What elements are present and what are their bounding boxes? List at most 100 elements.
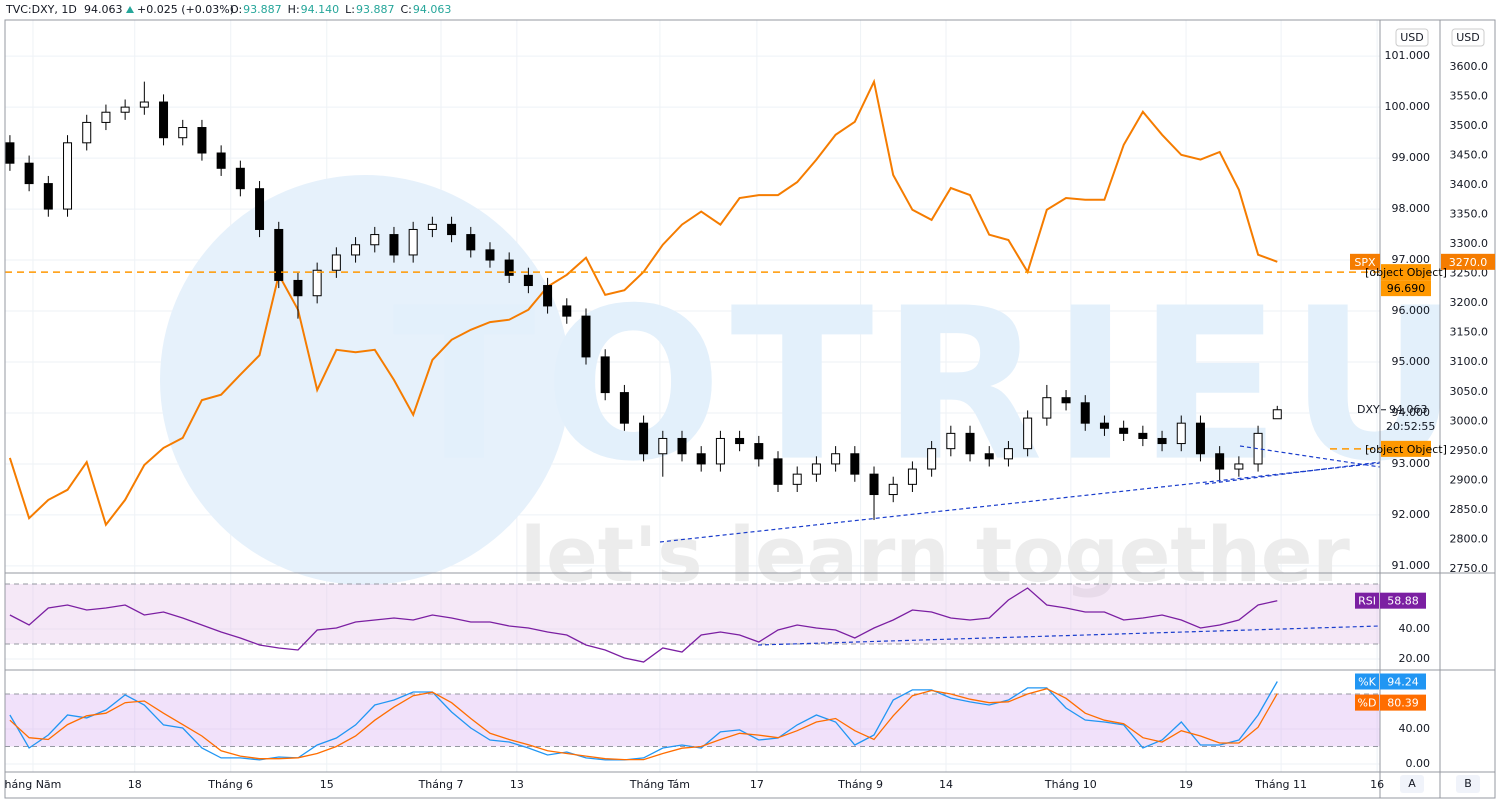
candle-body (408, 228, 418, 256)
candle-body (447, 223, 457, 236)
currency-button[interactable] (1451, 28, 1485, 47)
candle-body (370, 234, 380, 246)
candle-body (965, 432, 975, 455)
candle-body (543, 285, 553, 307)
candle-body (619, 392, 629, 424)
candle-body (216, 152, 226, 169)
trendlines (659, 445, 1381, 646)
header: TVC:DXY, 1D 94.063 +0.025 (+0.03%) O: 93.… (5, 3, 451, 16)
grid (5, 20, 1380, 772)
up-arrow (126, 6, 134, 13)
candle-body (1195, 422, 1205, 455)
candle-body (677, 437, 687, 455)
series-last-tag: 94.24 (1387, 676, 1419, 689)
ohlc-value: 93.887 (243, 3, 282, 16)
x-tick-label: Tháng Tám (629, 778, 690, 791)
watermark: TOTRIEU let's learn together (160, 175, 1459, 599)
y2-tick-label: 2900.0 (1450, 473, 1489, 486)
x-tick-label: 18 (128, 778, 142, 791)
x-tick-label: Tháng 9 (837, 778, 883, 791)
candle-body (984, 453, 994, 460)
plot (5, 78, 1380, 761)
candle-body (24, 162, 34, 185)
series-last-tag-box (1380, 673, 1426, 690)
last-symbol: DXY (1357, 403, 1380, 416)
currency-button[interactable] (1395, 28, 1429, 47)
series-last-tag: 58.88 (1387, 595, 1419, 608)
y2-tick-label: 3300.0 (1450, 237, 1489, 250)
x-tick-label: Tháng 6 (207, 778, 253, 791)
candle-body (63, 142, 73, 210)
candle-body (792, 473, 802, 485)
series-last-tag: 80.39 (1387, 697, 1419, 710)
candle-body (639, 422, 649, 455)
candle-body (696, 453, 706, 465)
y2-tick-label: 3550.0 (1450, 89, 1489, 102)
scale-button[interactable] (1400, 775, 1424, 793)
candle-body (946, 432, 956, 450)
ohlc-name: H: (288, 3, 300, 16)
candle-body (850, 453, 860, 475)
scale-label[interactable]: A (1408, 777, 1416, 790)
y2-tick-label: 3250.0 (1450, 267, 1489, 280)
candle-body (427, 223, 437, 230)
trendline (659, 462, 1381, 543)
ohlc-name: C: (401, 3, 412, 16)
x-tick-label: Tháng 10 (1044, 778, 1097, 791)
candle-body (312, 269, 322, 297)
ohlc-name: O: (230, 3, 242, 16)
symbol: TVC:DXY, 1D (5, 3, 77, 16)
candle-body (1042, 397, 1052, 419)
series-name-tag: RSI (1358, 595, 1376, 608)
y-tick-label: 96.000 (1392, 304, 1431, 317)
ohlc-value: 94.063 (413, 3, 452, 16)
tags: háng Năm 18 Tháng 6 15 Tháng 7 13 Tháng Tám 17 T… (5, 49, 1495, 791)
candle-body (82, 121, 92, 144)
candle-body (351, 244, 361, 256)
candle-body (5, 142, 15, 164)
series-name-tag: %K (1358, 676, 1376, 689)
candle-body (754, 443, 764, 460)
price-tag-box (1381, 440, 1431, 457)
y-tick-label: 40.00 (1399, 722, 1431, 735)
candle-body (927, 448, 937, 470)
candle-body (178, 127, 188, 139)
y-tick-label: 98.000 (1392, 202, 1431, 215)
y-tick-label: 92.000 (1392, 508, 1431, 521)
candle-body (466, 234, 476, 251)
ohlc-value: 94.140 (301, 3, 340, 16)
candle-body (869, 473, 879, 496)
candle-body (197, 127, 207, 154)
x-tick-label: 16 (1370, 778, 1384, 791)
candle-body (120, 106, 130, 113)
series-name-tag-box (1355, 592, 1379, 609)
candle-body (658, 437, 668, 455)
candle-body (907, 468, 917, 485)
x-tick-label: 19 (1179, 778, 1193, 791)
candle-body (255, 188, 265, 230)
candle-body (1215, 453, 1225, 470)
y-tick-label: 101.000 (1385, 49, 1431, 62)
toolbar: USD USD A B (1395, 28, 1485, 793)
scale-label[interactable]: B (1464, 777, 1472, 790)
y2-tick-label: 3500.0 (1450, 119, 1489, 132)
candle-body (274, 228, 284, 281)
candle-body (1023, 417, 1033, 450)
y2-tick-label: 3450.0 (1450, 148, 1489, 161)
price-tag: 96.690 (1387, 282, 1426, 295)
y2-tick-label: 3050.0 (1450, 385, 1489, 398)
currency-label[interactable]: USD (1456, 31, 1480, 44)
candle-body (1176, 422, 1186, 445)
candle-body (1080, 402, 1090, 424)
currency-label[interactable]: USD (1400, 31, 1424, 44)
series-name-tag-box (1350, 253, 1380, 270)
series-line (9, 681, 1278, 761)
candle-body (293, 279, 303, 297)
series-last-tag: 3270.0 (1449, 256, 1488, 269)
y-tick-label: 91.000 (1392, 559, 1431, 572)
scale-button[interactable] (1456, 775, 1480, 793)
candle-body (581, 315, 591, 358)
price-tag: [object Object] (1365, 443, 1447, 456)
price-tag-box (1381, 280, 1431, 297)
